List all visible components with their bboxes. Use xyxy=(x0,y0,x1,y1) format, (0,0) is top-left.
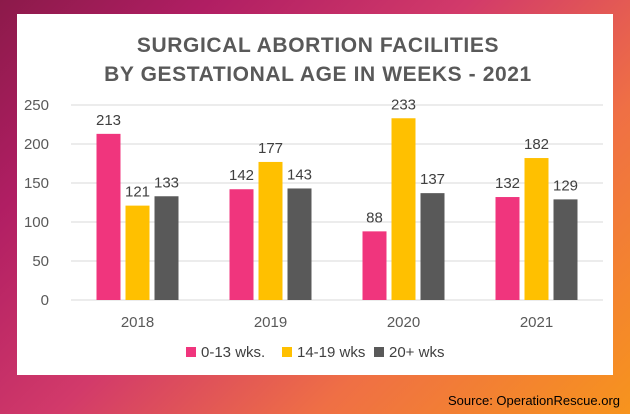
data-label: 121 xyxy=(125,184,150,201)
bar xyxy=(391,118,416,300)
chart: SURGICAL ABORTION FACILITIES BY GESTATIO… xyxy=(24,34,603,361)
legend-swatch xyxy=(374,347,384,357)
bar xyxy=(524,158,549,300)
chart-title-line-2: BY GESTATIONAL AGE IN WEEKS - 2021 xyxy=(104,63,532,86)
data-label: 133 xyxy=(154,174,179,191)
bar xyxy=(495,197,520,300)
data-label: 132 xyxy=(495,175,520,192)
bar xyxy=(229,189,254,300)
data-label: 129 xyxy=(553,177,578,194)
x-tick-label: 2019 xyxy=(254,314,287,331)
bar xyxy=(287,188,312,300)
bar xyxy=(553,199,578,300)
legend-item: 14-19 wks xyxy=(282,344,365,361)
data-label: 213 xyxy=(96,112,121,129)
chart-card: SURGICAL ABORTION FACILITIES BY GESTATIO… xyxy=(17,14,613,375)
data-label: 177 xyxy=(258,140,283,157)
y-tick-label: 150 xyxy=(24,175,49,192)
bar xyxy=(420,193,445,300)
legend-item: 20+ wks xyxy=(374,344,444,361)
data-label: 88 xyxy=(366,209,383,226)
legend-label: 14-19 wks xyxy=(297,344,365,361)
legend-label: 20+ wks xyxy=(389,344,444,361)
legend-item: 0-13 wks. xyxy=(186,344,265,361)
legend-swatch xyxy=(282,347,292,357)
bar xyxy=(154,196,179,300)
chart-title-line-1: SURGICAL ABORTION FACILITIES xyxy=(137,34,499,57)
y-tick-label: 50 xyxy=(32,253,49,270)
y-tick-label: 0 xyxy=(41,292,49,309)
bar xyxy=(96,133,121,300)
y-tick-label: 200 xyxy=(24,136,49,153)
y-tick-label: 100 xyxy=(24,214,49,231)
x-tick-label: 2018 xyxy=(121,314,154,331)
source-credit: Source: OperationRescue.org xyxy=(448,393,620,408)
data-label: 143 xyxy=(287,166,312,183)
x-tick-label: 2020 xyxy=(387,314,420,331)
data-label: 137 xyxy=(420,171,445,188)
bar xyxy=(362,231,387,300)
bar xyxy=(258,161,283,300)
legend-label: 0-13 wks. xyxy=(201,344,265,361)
data-label: 233 xyxy=(391,96,416,113)
data-label: 182 xyxy=(524,136,549,153)
y-tick-label: 250 xyxy=(24,97,49,114)
bar xyxy=(125,205,150,300)
x-tick-label: 2021 xyxy=(520,314,553,331)
data-label: 142 xyxy=(229,167,254,184)
legend-swatch xyxy=(186,347,196,357)
